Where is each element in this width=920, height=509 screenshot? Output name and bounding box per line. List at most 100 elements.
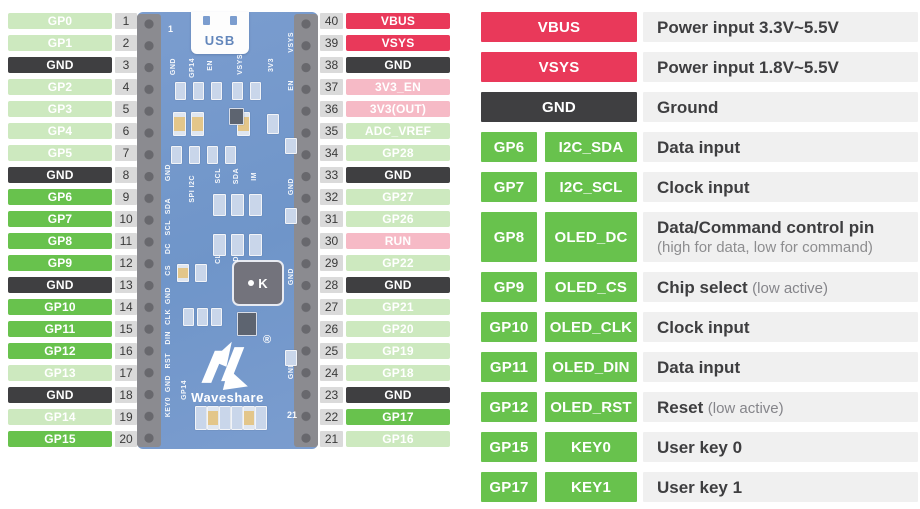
- pin-row-left: GP14 19: [8, 409, 137, 425]
- smd-component: [225, 146, 236, 164]
- smd-component: [195, 264, 207, 282]
- legend-row: GND Ground: [481, 92, 918, 122]
- legend-description-note: (low active): [752, 279, 829, 297]
- legend-function-box: I2C_SCL: [545, 172, 637, 202]
- smd-component: [183, 308, 194, 326]
- silk-label: SCL: [215, 168, 222, 184]
- legend-function-box: KEY0: [545, 432, 637, 462]
- legend-description-line: Data/Command control pin: [657, 217, 918, 238]
- pin-label: RUN: [346, 233, 450, 249]
- silk-label: CS: [165, 265, 172, 276]
- pin-row-left: GP12 16: [8, 343, 137, 359]
- legend-description: User key 1: [643, 472, 918, 502]
- legend-row: GP9 OLED_CS Chip select (low active): [481, 272, 918, 302]
- smd-component: [231, 234, 244, 256]
- pin-row-right: 36 3V3(OUT): [320, 101, 450, 117]
- pin-label: GND: [346, 387, 450, 403]
- pin-row-right: 28 GND: [320, 277, 450, 293]
- legend-pin-box: VSYS: [481, 52, 637, 82]
- legend-pin-box: GP8: [481, 212, 537, 262]
- silk-label: CLK: [165, 309, 172, 325]
- silk-label: GP14: [181, 380, 188, 400]
- legend-row: GP10 OLED_CLK Clock input: [481, 312, 918, 342]
- pin-label: 3V3_EN: [346, 79, 450, 95]
- smd-component: [177, 264, 189, 282]
- pin-row-left: GP5 7: [8, 145, 137, 161]
- legend-description: Clock input: [643, 312, 918, 342]
- pin-number: 32: [320, 189, 343, 205]
- legend-row: GP15 KEY0 User key 0: [481, 432, 918, 462]
- legend-description-main: Data input: [657, 357, 741, 377]
- pin-number: 22: [320, 409, 343, 425]
- legend-description-line: Data input: [657, 357, 918, 378]
- pin-label: GP0: [8, 13, 112, 29]
- registered-trademark-icon: ®: [263, 334, 272, 346]
- silk-label: KEY0: [165, 397, 172, 418]
- pin-label: GP16: [346, 431, 450, 447]
- smd-component: [213, 194, 226, 216]
- legend-row: GP17 KEY1 User key 1: [481, 472, 918, 502]
- pin-row-right: 25 GP19: [320, 343, 450, 359]
- pin-number: 17: [115, 365, 137, 381]
- pin-number: 12: [115, 255, 137, 271]
- pin-number: 16: [115, 343, 137, 359]
- pin-label: GND: [8, 387, 112, 403]
- legend-pin-box: GP9: [481, 272, 537, 302]
- pin-number: 14: [115, 299, 137, 315]
- smd-component: [243, 406, 255, 430]
- legend-row: GP6 I2C_SDA Data input: [481, 132, 918, 162]
- smd-component: [231, 406, 243, 430]
- legend-description: Power input 3.3V~5.5V: [643, 12, 918, 42]
- usb-label: USB: [204, 33, 236, 48]
- legend-function-box: OLED_CS: [545, 272, 637, 302]
- silk-label: VSYS: [288, 32, 295, 53]
- pin-number: 5: [115, 101, 137, 117]
- pin-row-left: GP2 4: [8, 79, 137, 95]
- pin-row-right: 23 GND: [320, 387, 450, 403]
- pin-row-left: GP7 10: [8, 211, 137, 227]
- pin-label: GP11: [8, 321, 112, 337]
- pin-number: 29: [320, 255, 343, 271]
- pico-board: USB 1 21 K ® Waveshare GND GP14 EN VSYS 3V3 G…: [137, 12, 318, 449]
- pin-row-right: 26 GP20: [320, 321, 450, 337]
- legend-description-main: User key 1: [657, 477, 743, 497]
- pin-number: 6: [115, 123, 137, 139]
- pin-label: GP26: [346, 211, 450, 227]
- legend-description-main: Reset: [657, 397, 704, 417]
- pin-number: 24: [320, 365, 343, 381]
- pin-number: 2: [115, 35, 137, 51]
- legend-function-box: OLED_DC: [545, 212, 637, 262]
- legend-pin-box: GP11: [481, 352, 537, 382]
- pin-row-right: 32 GP27: [320, 189, 450, 205]
- legend-row: VBUS Power input 3.3V~5.5V: [481, 12, 918, 42]
- pin-number: 15: [115, 321, 137, 337]
- silk-label: GND: [165, 375, 172, 393]
- pin21-mark: 21: [287, 410, 298, 420]
- pin-number: 38: [320, 57, 343, 73]
- pin-label: GP20: [346, 321, 450, 337]
- pin-row-left: GP4 6: [8, 123, 137, 139]
- legend-description-main: Power input 1.8V~5.5V: [657, 57, 839, 77]
- pin-label: GP3: [8, 101, 112, 117]
- pin-number: 31: [320, 211, 343, 227]
- smd-component: [207, 406, 219, 430]
- pin-header-right: [294, 14, 318, 447]
- legend-row: GP8 OLED_DC Data/Command control pin (high …: [481, 212, 918, 262]
- pin-label: GP19: [346, 343, 450, 359]
- pin-number: 26: [320, 321, 343, 337]
- pin-function-legend: VBUS Power input 3.3V~5.5V VSYS Power input…: [481, 12, 918, 502]
- legend-description: Ground: [643, 92, 918, 122]
- smd-component: [285, 350, 297, 366]
- legend-description-main: Data input: [657, 137, 741, 157]
- pin-row-left: GP8 11: [8, 233, 137, 249]
- pin-row-left: GP13 17: [8, 365, 137, 381]
- legend-description-line: Clock input: [657, 177, 918, 198]
- pin-row-right: 37 3V3_EN: [320, 79, 450, 95]
- pin-number: 4: [115, 79, 137, 95]
- pin-label: GP22: [346, 255, 450, 271]
- usb-connector: USB: [191, 12, 249, 54]
- pin-label: GND: [346, 167, 450, 183]
- pin-row-left: GP9 12: [8, 255, 137, 271]
- pin-number: 10: [115, 211, 137, 227]
